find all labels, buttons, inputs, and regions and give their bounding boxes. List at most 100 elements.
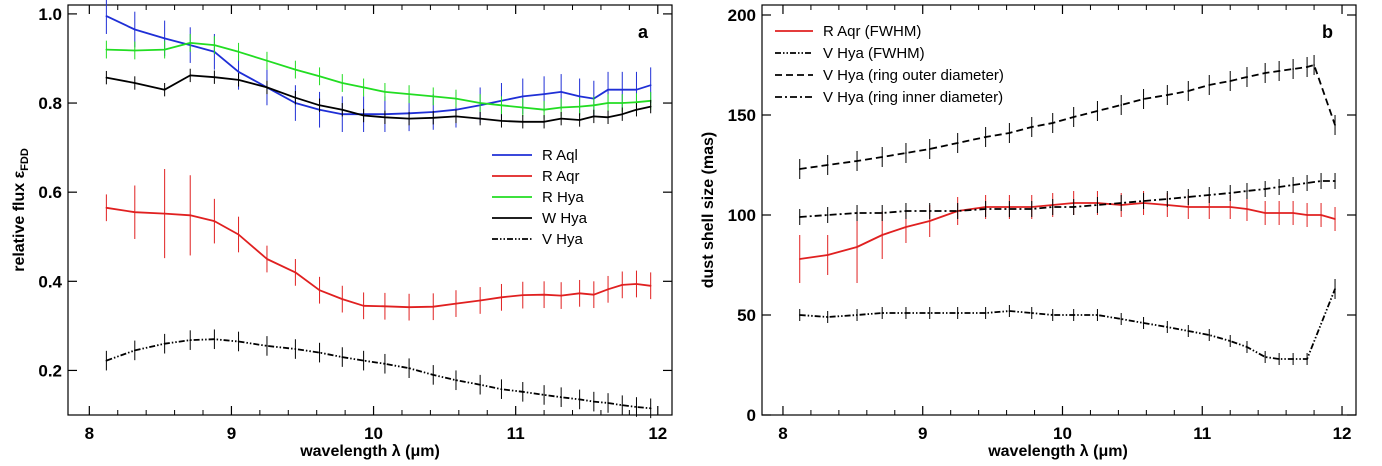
data-point (237, 79, 240, 81)
data-point (578, 95, 581, 98)
data-point (607, 288, 609, 291)
data-point (1072, 206, 1075, 208)
data-point (1208, 84, 1211, 86)
y-tick-label: 0 (747, 406, 756, 425)
data-point (1166, 198, 1169, 200)
data-point (1072, 116, 1075, 118)
data-point (543, 108, 545, 111)
data-point (621, 88, 624, 91)
data-point (984, 312, 987, 314)
data-point (649, 284, 652, 287)
data-point (1264, 212, 1266, 214)
data-point (1229, 192, 1232, 194)
axes-b: 8 9 10 11 12 0 50 100 150 200 (728, 5, 1356, 443)
data-point (856, 314, 858, 316)
x-tick-label: 8 (778, 424, 787, 443)
data-point (1051, 122, 1054, 124)
data-point (1334, 288, 1336, 290)
series-group-b (798, 55, 1336, 365)
legend-label: R Aqr (542, 168, 580, 185)
data-point (163, 37, 166, 40)
data-point (560, 91, 562, 93)
legend-label: V Hya (FWHM) (823, 45, 925, 62)
data-point (1229, 340, 1232, 342)
data-point (578, 292, 581, 295)
data-point (1166, 94, 1169, 96)
panel-label-a: a (638, 22, 649, 42)
data-point (189, 339, 192, 341)
data-point (521, 106, 524, 109)
data-point (237, 233, 240, 236)
data-point (1264, 72, 1266, 74)
data-point (432, 116, 435, 119)
x-tick-label: 11 (507, 424, 525, 443)
data-point (1278, 186, 1280, 188)
series-line (799, 202, 1336, 260)
data-point (826, 164, 829, 166)
data-point (318, 104, 321, 107)
data-point (621, 102, 624, 104)
data-point (432, 95, 435, 98)
data-point (1008, 132, 1011, 134)
data-point (1246, 76, 1248, 78)
data-point (1229, 80, 1232, 82)
data-point (578, 105, 581, 108)
data-point (798, 258, 801, 260)
data-point (1208, 194, 1211, 196)
data-point (984, 136, 987, 138)
data-point (455, 302, 457, 305)
series-r-aqr (105, 169, 652, 321)
data-point (543, 120, 545, 123)
data-point (881, 212, 883, 214)
data-point (1030, 312, 1033, 314)
data-point (1246, 346, 1248, 348)
data-point (1292, 358, 1294, 360)
data-point (607, 88, 609, 91)
x-tick-label: 12 (1333, 424, 1352, 443)
data-point (213, 76, 216, 78)
data-point (1264, 188, 1266, 190)
data-point (881, 156, 883, 158)
data-point (1208, 334, 1211, 336)
data-point (294, 96, 297, 99)
x-tick-label: 10 (1053, 424, 1072, 443)
data-point (1030, 208, 1033, 210)
data-point (294, 271, 297, 274)
data-point (560, 294, 562, 297)
data-point (928, 210, 931, 212)
y-tick-label: 0.6 (38, 183, 62, 202)
data-point (318, 289, 321, 292)
data-point (649, 407, 652, 410)
data-point (500, 120, 503, 122)
data-point (105, 359, 108, 362)
data-point (362, 86, 365, 89)
data-point (521, 391, 524, 393)
data-point (408, 117, 410, 120)
data-point (593, 104, 595, 107)
data-point (163, 342, 166, 345)
legend-label: W Hya (542, 210, 588, 227)
y-tick-label: 50 (737, 306, 756, 325)
series-w-hya (105, 68, 652, 129)
series-v-hya-ring-inner-diameter- (798, 173, 1336, 225)
data-point (956, 312, 959, 314)
data-point (1306, 214, 1308, 216)
data-point (635, 108, 638, 111)
axes-a: 8 9 10 11 12 0.2 0.4 0.6 0.8 1.0 (38, 5, 672, 443)
y-tick-label: 100 (728, 206, 756, 225)
data-point (578, 398, 581, 401)
data-point (1051, 206, 1054, 208)
data-point (1246, 208, 1248, 210)
x-axis-label-a: wavelength λ (μm) (299, 443, 440, 460)
panel-label-b: b (1322, 22, 1333, 42)
y-tick-label: 150 (728, 106, 756, 125)
series-r-hya (105, 33, 652, 119)
data-point (163, 212, 166, 215)
data-point (133, 82, 136, 84)
data-point (928, 148, 931, 150)
data-point (479, 383, 481, 386)
data-point (384, 362, 386, 365)
data-point (560, 106, 562, 109)
data-point (362, 114, 365, 117)
